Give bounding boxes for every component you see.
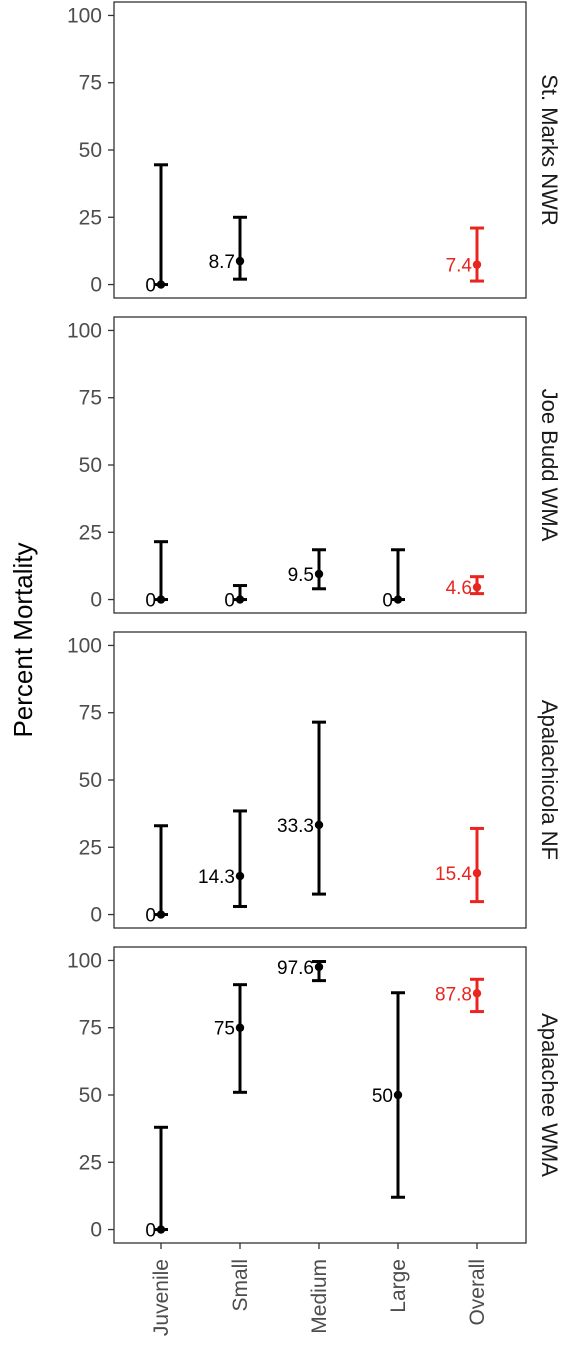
data-label: 9.5: [288, 565, 314, 586]
data-label: 0: [145, 906, 156, 927]
strip-label-apalachicola-nf: Apalachicola NF: [537, 700, 562, 860]
y-tick-label: 25: [79, 206, 102, 229]
x-tick-label-large: Large: [387, 1259, 410, 1313]
point-medium: 33.3: [277, 720, 326, 896]
data-label: 7.4: [446, 256, 473, 277]
panel-frame: [113, 946, 527, 1244]
strip-label-joe-budd-wma: Joe Budd WMA: [537, 389, 562, 542]
data-point: [235, 595, 245, 604]
data-label: 4.6: [446, 578, 472, 599]
point-overall: 4.6: [446, 575, 484, 599]
panel-frame: [113, 1, 527, 299]
y-tick-label: 25: [79, 1151, 102, 1174]
data-point: [472, 582, 482, 592]
point-overall: 87.8: [435, 977, 484, 1014]
data-label: 15.4: [435, 864, 472, 885]
point-small: 0: [224, 584, 247, 612]
panel-apalachee-wma: 0 25 50 75 100 Apalachee WMA 0 75 97.6 50 87.8: [67, 946, 562, 1244]
y-tick-label: 0: [90, 1219, 102, 1242]
point-medium: 97.6: [277, 958, 326, 983]
data-point: [235, 256, 245, 266]
data-label: 14.3: [198, 867, 235, 888]
data-label: 97.6: [277, 958, 314, 979]
point-small: 8.7: [209, 215, 247, 281]
point-small: 75: [214, 983, 247, 1094]
point-medium: 9.5: [288, 548, 326, 591]
y-axis-label: Percent Mortality: [8, 542, 38, 737]
data-point: [314, 962, 324, 972]
data-point: [393, 595, 403, 604]
y-tick-label: 100: [67, 634, 102, 657]
data-label: 50: [372, 1086, 393, 1107]
strip-label-apalachee-wma: Apalachee WMA: [537, 1013, 562, 1177]
panels: 0 25 50 75 100 St. Marks NWR 0 8.7 7.4 0 25 50 75 100…: [67, 1, 562, 1244]
panel-st-marks-nwr: 0 25 50 75 100 St. Marks NWR 0 8.7 7.4: [67, 1, 562, 299]
x-tick-label-juvenile: Juvenile: [150, 1259, 173, 1336]
data-point: [314, 820, 324, 830]
point-juvenile: 0: [145, 540, 168, 612]
point-overall: 7.4: [446, 226, 484, 283]
data-point: [393, 1090, 403, 1100]
data-point: [156, 910, 166, 919]
data-label: 8.7: [209, 252, 235, 273]
y-tick-label: 0: [90, 904, 102, 927]
y-tick-label: 25: [79, 836, 102, 859]
data-point: [156, 1225, 166, 1234]
point-juvenile: 0: [145, 163, 168, 297]
y-tick-label: 50: [79, 454, 102, 477]
data-label: 87.8: [435, 984, 472, 1005]
panel-apalachicola-nf: 0 25 50 75 100 Apalachicola NF 0 14.3 33.3 15.4: [67, 631, 562, 929]
strip-label-st-marks-nwr: St. Marks NWR: [537, 74, 562, 226]
y-tick-label: 100: [67, 4, 102, 27]
data-label: 75: [214, 1019, 235, 1040]
x-tick-label-small: Small: [229, 1259, 252, 1312]
data-label: 0: [382, 591, 393, 612]
x-axis: Juvenile Small Medium Large Overall: [150, 1243, 489, 1336]
y-tick-label: 50: [79, 769, 102, 792]
data-point: [235, 871, 245, 881]
data-point: [235, 1023, 245, 1032]
data-point: [156, 595, 166, 604]
point-juvenile: 0: [145, 1125, 168, 1242]
data-point: [472, 989, 482, 998]
point-overall: 15.4: [435, 826, 484, 904]
y-tick-label: 0: [90, 589, 102, 612]
data-point: [472, 260, 482, 269]
y-tick-label: 50: [79, 1084, 102, 1107]
data-label: 0: [224, 591, 235, 612]
data-point: [156, 280, 166, 289]
point-juvenile: 0: [145, 824, 168, 927]
data-label: 0: [145, 276, 156, 297]
data-label: 0: [145, 1221, 156, 1242]
panel-joe-budd-wma: 0 25 50 75 100 Joe Budd WMA 0 0 9.5 0 4.6: [67, 316, 562, 614]
x-tick-label-overall: Overall: [466, 1259, 489, 1326]
data-label: 33.3: [277, 816, 314, 837]
y-tick-label: 75: [79, 72, 102, 95]
y-tick-label: 75: [79, 702, 102, 725]
y-tick-label: 50: [79, 139, 102, 162]
y-tick-label: 100: [67, 949, 102, 972]
y-tick-label: 100: [67, 319, 102, 342]
y-tick-label: 0: [90, 274, 102, 297]
y-tick-label: 75: [79, 387, 102, 410]
y-tick-label: 25: [79, 521, 102, 544]
data-label: 0: [145, 591, 156, 612]
x-tick-label-medium: Medium: [308, 1259, 331, 1334]
point-large: 50: [372, 991, 405, 1199]
y-tick-label: 75: [79, 1017, 102, 1040]
data-point: [314, 569, 324, 579]
data-point: [472, 868, 482, 878]
point-small: 14.3: [198, 809, 247, 908]
point-large: 0: [382, 548, 405, 612]
